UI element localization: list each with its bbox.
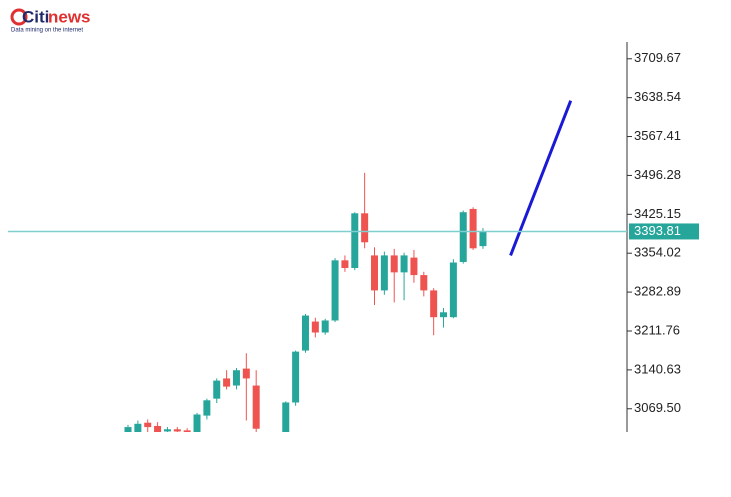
candle-body bbox=[440, 312, 448, 318]
candle-body bbox=[154, 425, 162, 432]
candle-body bbox=[311, 321, 319, 333]
plot-area bbox=[124, 100, 573, 432]
candle-body bbox=[351, 213, 359, 268]
candle-body bbox=[292, 351, 300, 403]
current-price-box bbox=[629, 223, 699, 240]
candle-body bbox=[400, 255, 408, 273]
candle-body bbox=[479, 231, 487, 247]
candle-body bbox=[252, 385, 260, 429]
y-tick-label: 3638.54 bbox=[634, 89, 681, 104]
candle-body bbox=[430, 290, 438, 318]
candle-body bbox=[341, 260, 349, 268]
y-tick-label: 3282.89 bbox=[634, 284, 681, 299]
candle-body bbox=[134, 423, 142, 432]
candle-body bbox=[282, 402, 290, 432]
candle-body bbox=[390, 255, 398, 273]
candle-body bbox=[232, 370, 240, 386]
candle-body bbox=[193, 414, 201, 432]
logo-brand: Citi bbox=[22, 7, 49, 26]
y-tick-label: 3425.15 bbox=[634, 206, 681, 221]
candle-body bbox=[321, 320, 329, 333]
y-tick-label: 3069.50 bbox=[634, 400, 681, 415]
logo-icon bbox=[10, 8, 28, 26]
y-tick-label: 3354.02 bbox=[634, 245, 681, 260]
y-tick-label: 3140.63 bbox=[634, 361, 681, 376]
candle-body bbox=[144, 422, 152, 428]
candle-body bbox=[213, 380, 221, 399]
candle-body bbox=[469, 208, 477, 249]
candle-body bbox=[163, 429, 171, 432]
candle-body bbox=[449, 262, 457, 318]
candle-body bbox=[242, 368, 250, 379]
candle-body bbox=[173, 429, 181, 432]
candle-body bbox=[361, 213, 369, 243]
candle-body bbox=[371, 255, 378, 291]
current-price-label: 3393.81 bbox=[634, 223, 681, 238]
y-tick-label: 3567.41 bbox=[634, 128, 681, 143]
logo-tagline: Data mining on the internet bbox=[11, 28, 83, 34]
candle-body bbox=[459, 212, 467, 262]
candle-body bbox=[410, 257, 418, 276]
y-tick-label: 3211.76 bbox=[634, 322, 680, 337]
candle-body bbox=[203, 400, 211, 416]
logo-suffix: news bbox=[48, 7, 91, 26]
candle-body bbox=[124, 427, 132, 432]
candle-body bbox=[301, 315, 309, 351]
candle-body bbox=[420, 275, 428, 291]
candle-body bbox=[223, 378, 231, 387]
candle-body bbox=[331, 260, 339, 321]
candle-body bbox=[380, 255, 388, 291]
y-tick-label: 3709.67 bbox=[634, 50, 681, 65]
candle-body bbox=[183, 430, 191, 432]
y-tick-label: 3496.28 bbox=[634, 167, 681, 182]
trend-line bbox=[509, 100, 573, 256]
